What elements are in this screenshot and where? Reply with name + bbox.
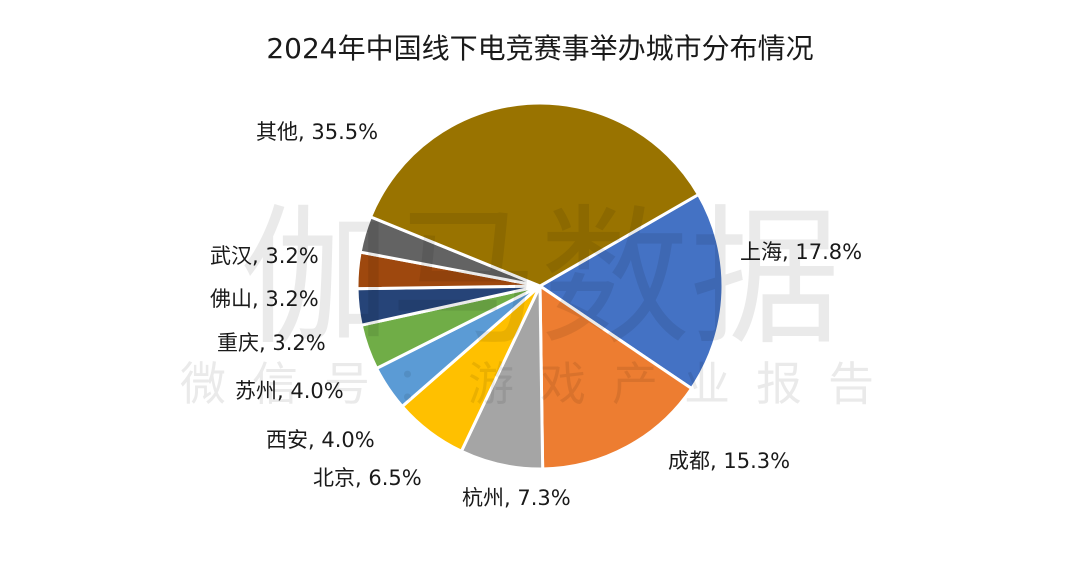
slice-label-5: 西安, 4.0% [266,428,375,452]
slice-label-6: 苏州, 4.0% [235,379,344,403]
slice-label-4: 北京, 6.5% [313,466,422,490]
slice-label-9: 武汉, 3.2% [210,244,319,268]
pie-slices [355,101,725,471]
slice-label-7: 重庆, 3.2% [217,331,326,355]
pie-slice-2 [538,283,694,471]
chart-title: 2024年中国线下电竞赛事举办城市分布情况 [266,32,813,65]
slice-label-1: 上海, 17.8% [740,240,862,264]
pie-slice-1 [537,192,725,391]
pie-slice-10 [368,101,701,288]
slice-label-2: 成都, 15.3% [668,449,790,473]
pie-labels: 上海, 17.8% 成都, 15.3% 杭州, 7.3% 北京, 6.5% 西安, 4.… [210,120,862,510]
slice-label-10: 其他, 35.5% [256,120,378,144]
slice-label-3: 杭州, 7.3% [462,486,571,510]
watermark-brand: 伽马数据 [240,192,840,366]
slice-label-8: 佛山, 3.2% [210,287,319,311]
watermark-wechat: 微信号：游戏产业报告 [180,357,900,411]
